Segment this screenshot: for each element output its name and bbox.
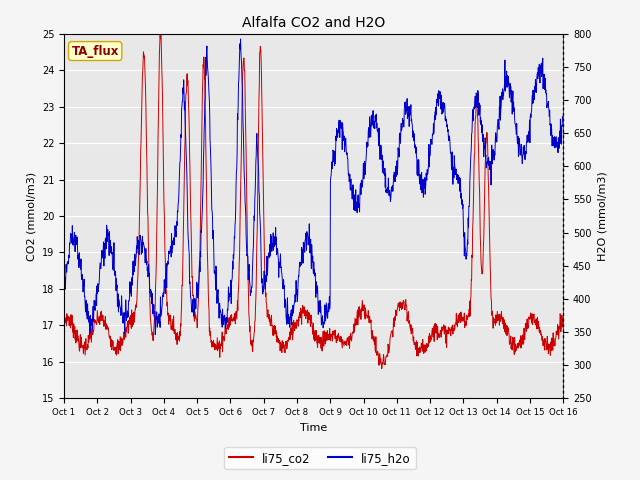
li75_h2o	[159, 290, 167, 296]
li75_co2	[172, 329, 179, 335]
li75_co2	[500, 329, 508, 335]
li75_h2o	[500, 79, 508, 84]
li75_co2	[157, 31, 164, 36]
li75_h2o	[227, 300, 235, 306]
Line: li75_h2o: li75_h2o	[64, 39, 563, 335]
li75_co2	[60, 310, 68, 316]
li75_co2	[457, 320, 465, 325]
X-axis label: Time: Time	[300, 423, 327, 432]
Title: Alfalfa CO2 and H2O: Alfalfa CO2 and H2O	[242, 16, 385, 30]
li75_h2o	[152, 332, 159, 337]
li75_h2o	[457, 179, 465, 184]
Line: li75_co2: li75_co2	[64, 34, 563, 369]
li75_h2o	[172, 228, 179, 234]
Y-axis label: CO2 (mmol/m3): CO2 (mmol/m3)	[26, 171, 36, 261]
li75_co2	[559, 321, 567, 327]
Text: TA_flux: TA_flux	[72, 45, 119, 58]
li75_h2o	[559, 114, 567, 120]
li75_h2o	[60, 306, 68, 312]
li75_h2o	[392, 179, 399, 184]
Y-axis label: H2O (mmol/m3): H2O (mmol/m3)	[597, 171, 607, 261]
li75_co2	[227, 318, 235, 324]
li75_co2	[392, 317, 399, 323]
li75_co2	[159, 144, 167, 150]
li75_h2o	[237, 36, 244, 42]
li75_co2	[378, 366, 386, 372]
Legend: li75_co2, li75_h2o: li75_co2, li75_h2o	[224, 447, 416, 469]
